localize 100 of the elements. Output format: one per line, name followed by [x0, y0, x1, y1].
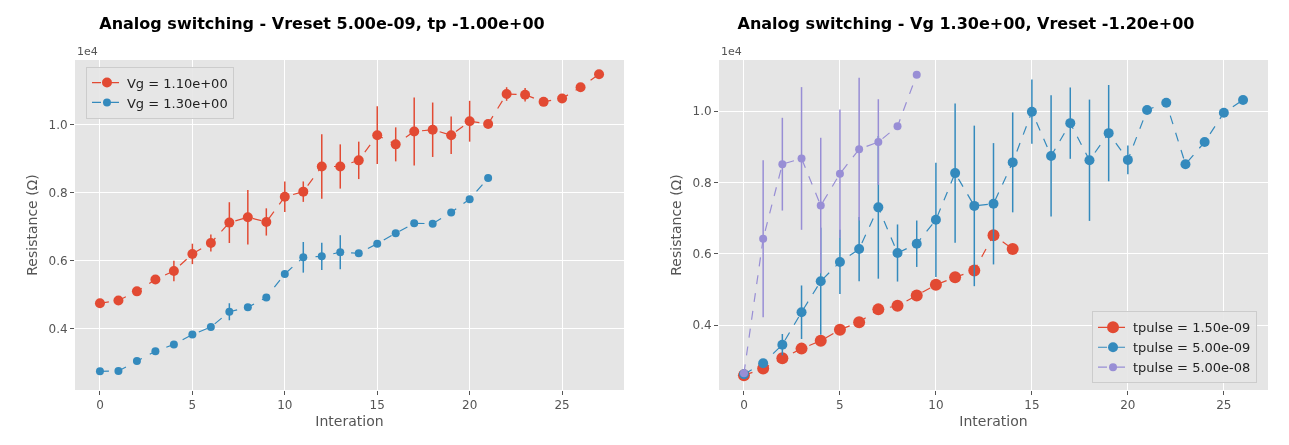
point	[835, 169, 844, 178]
point	[833, 323, 846, 336]
x-axis-title: Interation	[315, 412, 384, 429]
y-tick-label: 0.8	[692, 175, 712, 190]
point	[316, 161, 327, 172]
point	[428, 219, 437, 228]
point	[854, 244, 865, 255]
x-tick-label: 15	[1024, 398, 1040, 413]
text: 1e4	[721, 45, 742, 58]
point	[1199, 137, 1210, 148]
point	[501, 89, 512, 100]
point	[205, 238, 216, 249]
point	[988, 198, 999, 209]
legend-label: Vg = 1.30e+00	[126, 95, 228, 111]
y-tick-label: 0.6	[692, 246, 712, 261]
point	[1161, 97, 1172, 108]
point	[262, 293, 271, 302]
point	[912, 70, 921, 79]
x-tick-label: 5	[836, 398, 844, 413]
point	[815, 276, 826, 287]
point	[279, 191, 290, 202]
point	[873, 202, 884, 213]
point	[169, 340, 178, 349]
point	[168, 265, 179, 276]
point	[758, 358, 769, 369]
chart-title: Analog switching - Vreset 5.00e-09, tp -1.00e+00	[99, 14, 545, 33]
point	[447, 208, 456, 217]
point	[113, 295, 124, 306]
point	[777, 339, 788, 350]
point	[796, 307, 807, 318]
point	[1046, 150, 1057, 161]
point	[891, 299, 904, 312]
y-tick-label: 1.0	[48, 117, 68, 132]
point	[465, 195, 474, 204]
point	[1084, 155, 1095, 166]
x-tick-label: 20	[462, 398, 478, 413]
legend-label: Vg = 1.10e+00	[126, 75, 228, 91]
point	[795, 342, 808, 355]
point	[206, 323, 215, 332]
point	[949, 271, 962, 284]
x-tick-label: 20	[1120, 398, 1136, 413]
point	[280, 269, 289, 278]
legend-label: tpulse = 5.00e-08	[1133, 360, 1251, 376]
point	[814, 334, 827, 347]
point	[94, 298, 105, 309]
point	[929, 278, 942, 291]
point	[855, 145, 864, 154]
x-tick-label: 25	[1216, 398, 1232, 413]
x-tick-label: 10	[928, 398, 944, 413]
text: 1e4	[77, 45, 98, 58]
point	[114, 366, 123, 375]
point	[242, 212, 253, 223]
point	[1238, 94, 1249, 105]
y-tick-label: 0.6	[48, 253, 68, 268]
legend-label: tpulse = 1.50e-09	[1133, 320, 1251, 336]
point	[483, 118, 494, 129]
point	[1007, 157, 1018, 168]
x-tick-label: 10	[277, 398, 293, 413]
point	[872, 303, 885, 316]
point	[464, 116, 475, 127]
point	[317, 252, 326, 261]
y-tick-label: 0.4	[692, 318, 712, 333]
point	[1142, 104, 1153, 115]
y-axis-title: Resistance (Ω)	[668, 174, 684, 276]
x-tick-label: 5	[188, 398, 197, 413]
y-axis-title: Resistance (Ω)	[24, 174, 40, 276]
point	[759, 234, 768, 243]
point	[484, 174, 493, 183]
y-tick-label: 0.4	[48, 321, 68, 336]
point	[354, 249, 363, 258]
point	[410, 219, 419, 228]
point	[853, 316, 866, 329]
point	[538, 96, 549, 107]
point	[950, 168, 961, 179]
point	[151, 347, 160, 356]
point	[224, 217, 235, 228]
point	[299, 253, 308, 262]
point	[1180, 159, 1191, 170]
point	[298, 186, 309, 197]
point	[261, 216, 272, 227]
point	[520, 89, 531, 100]
point	[911, 238, 922, 249]
point	[910, 289, 923, 302]
point	[778, 160, 787, 169]
point	[336, 248, 345, 257]
point	[1065, 118, 1076, 129]
point	[797, 154, 806, 163]
x-tick-label: 0	[96, 398, 104, 413]
point	[225, 307, 234, 316]
point	[1026, 106, 1037, 117]
point	[446, 130, 457, 141]
point	[1122, 154, 1133, 165]
point	[816, 201, 825, 210]
point	[335, 161, 346, 172]
point	[930, 214, 941, 225]
point	[594, 69, 605, 80]
point	[1006, 243, 1019, 256]
point	[834, 256, 845, 267]
point	[188, 330, 197, 339]
point	[893, 122, 902, 131]
